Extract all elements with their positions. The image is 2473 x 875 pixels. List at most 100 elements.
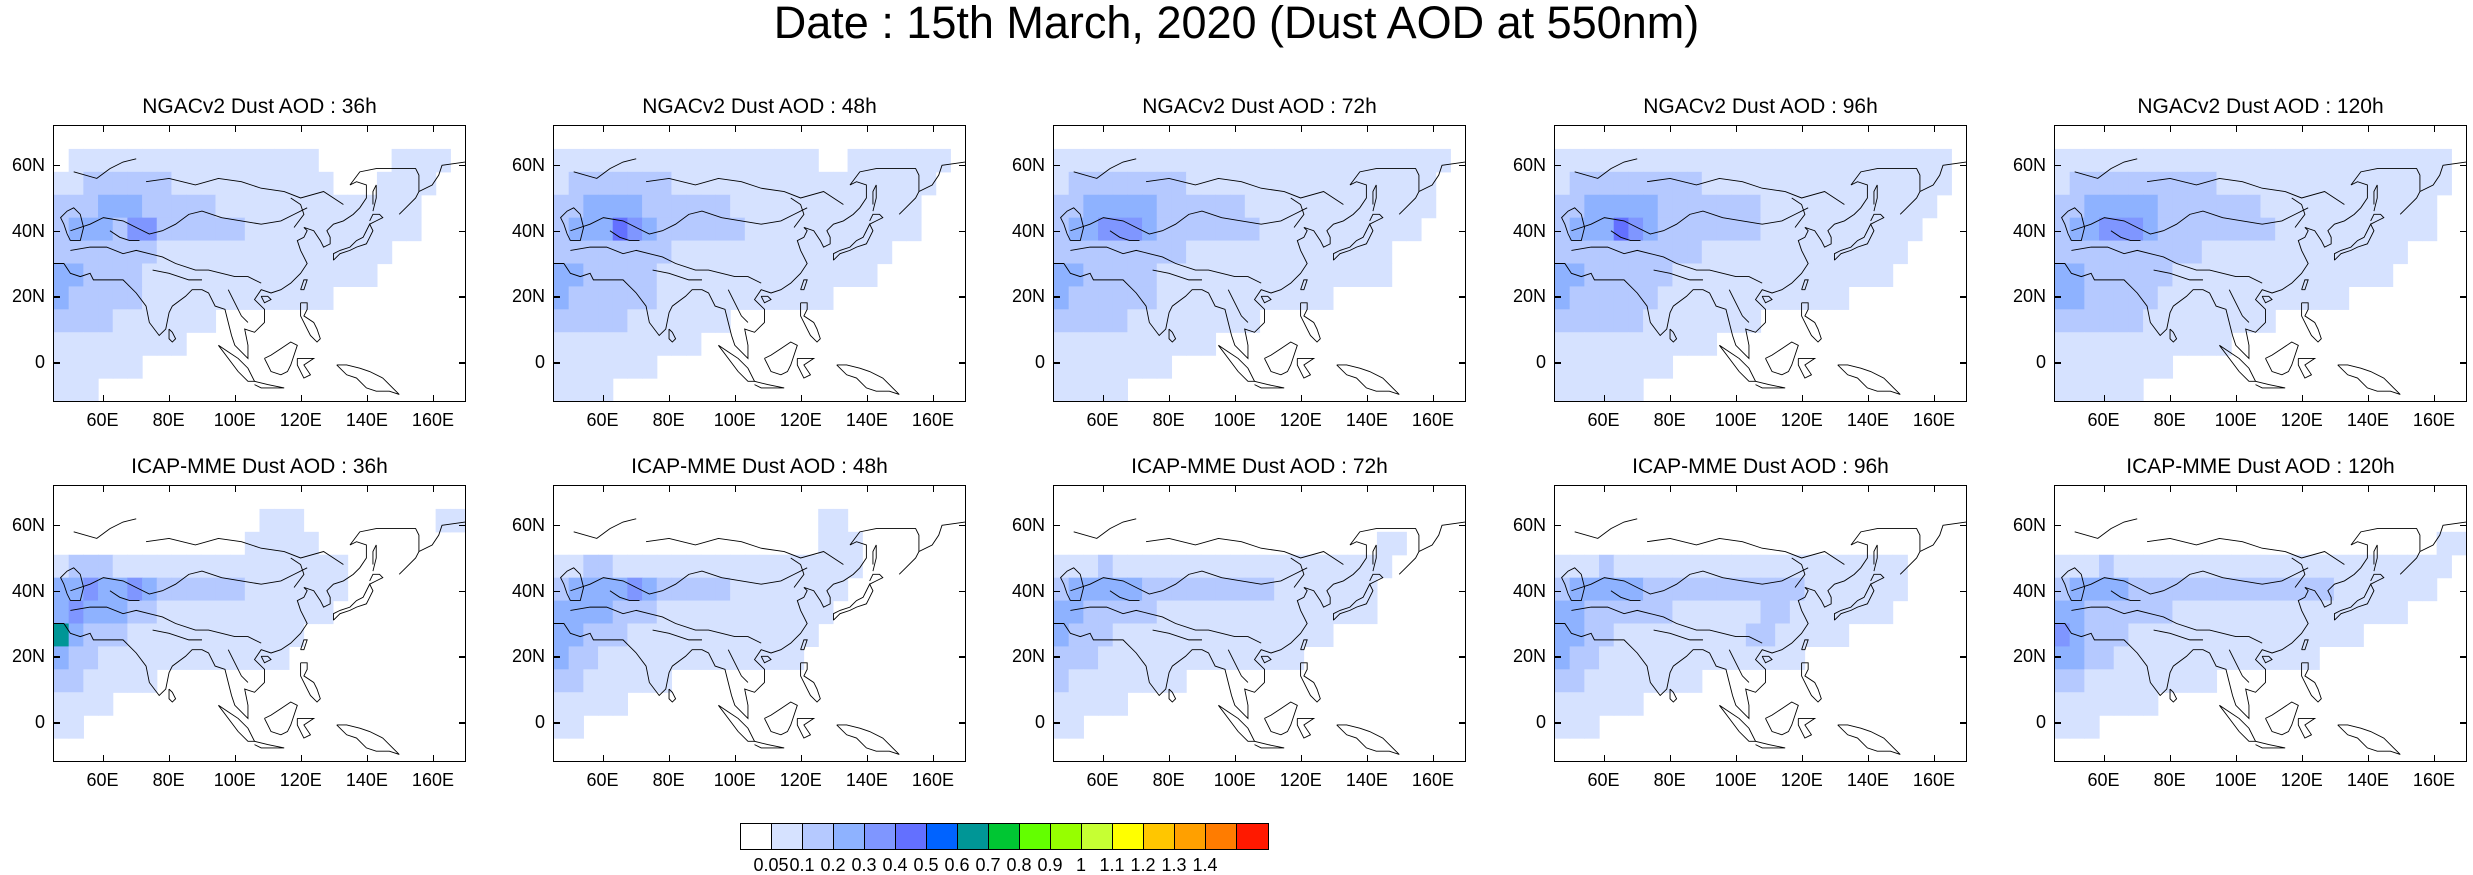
aod-cell: [2187, 309, 2203, 333]
aod-cell: [230, 263, 246, 288]
aod-cell: [2113, 623, 2129, 648]
aod-cell: [642, 600, 658, 625]
aod-cell: [2187, 577, 2203, 602]
aod-cell: [1613, 692, 1629, 716]
aod-cell: [2407, 194, 2423, 219]
aod-cell: [906, 148, 922, 173]
aod-cell: [568, 600, 584, 625]
lat-tick-mark: [959, 524, 966, 527]
aod-cell: [1584, 148, 1600, 173]
coastline: [145, 177, 344, 205]
lon-tick-mark: [1933, 395, 1936, 402]
aod-cell: [1716, 554, 1732, 579]
lon-tick-label: 100E: [713, 770, 756, 790]
aod-cell: [1877, 171, 1894, 196]
coastline: [764, 341, 798, 376]
aod-cell: [671, 171, 687, 196]
aod-cell: [1775, 577, 1791, 602]
aod-cell: [1142, 194, 1158, 219]
aod-cell: [583, 286, 599, 310]
aod-cell: [2187, 623, 2203, 648]
aod-cell: [1584, 217, 1600, 242]
coastline: [332, 223, 374, 261]
lon-tick-label: 160E: [2412, 410, 2455, 430]
aod-cell: [759, 286, 775, 310]
aod-cell: [1760, 286, 1776, 310]
lat-tick-label: 60N: [2012, 514, 2046, 535]
aod-cell: [2084, 715, 2100, 739]
aod-cell: [435, 148, 451, 173]
coastline: [1260, 655, 1272, 664]
lon-tick-mark: [800, 125, 803, 132]
coastline: [869, 573, 884, 585]
aod-cell: [1054, 646, 1070, 670]
aod-cell: [774, 623, 790, 648]
aod-cell: [568, 355, 584, 379]
aod-cell: [2084, 600, 2100, 625]
aod-cell: [1863, 171, 1879, 196]
aod-cell: [318, 240, 334, 265]
aod-cell: [1613, 286, 1629, 310]
aod-cell: [1318, 194, 1334, 219]
aod-cell: [1186, 309, 1202, 333]
aod-cell: [2157, 554, 2174, 579]
aod-cell: [112, 309, 128, 333]
coastline: [218, 344, 256, 382]
lat-tick-mark: [1053, 722, 1060, 724]
aod-cell: [1332, 148, 1349, 173]
aod-cell: [832, 240, 849, 265]
aod-cell: [68, 692, 84, 716]
aod-cell: [583, 692, 599, 716]
aod-cell: [730, 646, 746, 670]
lat-tick-mark: [53, 296, 60, 298]
aod-cell: [2245, 194, 2262, 219]
aod-cell: [1628, 332, 1644, 356]
coastline: [1296, 717, 1316, 739]
lon-tick-label: 140E: [1846, 770, 1889, 790]
aod-cell: [1127, 623, 1143, 648]
aod-cell: [1599, 263, 1615, 288]
lat-tick-mark: [2054, 296, 2061, 298]
lat-tick-mark: [553, 362, 560, 364]
aod-cell: [2392, 600, 2408, 625]
lat-tick-mark: [1960, 656, 1967, 658]
aod-cell: [1068, 194, 1084, 219]
aod-cell: [1555, 577, 1571, 602]
aod-cell: [2392, 171, 2408, 196]
aod-cell: [2084, 554, 2100, 579]
aod-cell: [2421, 217, 2438, 242]
aod-cell: [2055, 355, 2071, 379]
aod-cell: [627, 286, 643, 310]
aod-cell: [1244, 148, 1261, 173]
aod-cell: [244, 286, 261, 310]
coastline: [1227, 289, 1249, 323]
aod-cell: [1098, 171, 1114, 196]
lat-tick-mark: [553, 524, 560, 527]
aod-cell: [1863, 240, 1879, 265]
aod-cell: [288, 217, 305, 242]
aod-cell: [2128, 194, 2144, 219]
lon-tick-mark: [2169, 395, 2172, 402]
aod-cell: [1332, 217, 1349, 242]
aod-cell: [54, 171, 70, 196]
aod-cell: [362, 217, 378, 242]
aod-cell: [862, 240, 878, 265]
aod-cell: [700, 577, 717, 602]
lon-tick-mark: [300, 125, 303, 132]
aod-cell: [642, 194, 658, 219]
aod-cell: [744, 577, 761, 602]
aod-cell: [656, 554, 673, 579]
aod-cell: [1127, 600, 1143, 625]
aod-cell: [1259, 646, 1275, 670]
aod-cell: [1274, 263, 1290, 288]
aod-cell: [627, 600, 643, 625]
lon-tick-label: 160E: [911, 410, 954, 430]
colorbar-swatch: [896, 824, 927, 849]
aod-cell: [2260, 623, 2276, 648]
aod-cell: [2069, 217, 2085, 242]
aod-cell: [876, 148, 893, 173]
aod-cell: [803, 240, 819, 265]
aod-cell: [876, 171, 893, 196]
aod-cell: [568, 577, 584, 602]
aod-cell: [274, 600, 290, 625]
